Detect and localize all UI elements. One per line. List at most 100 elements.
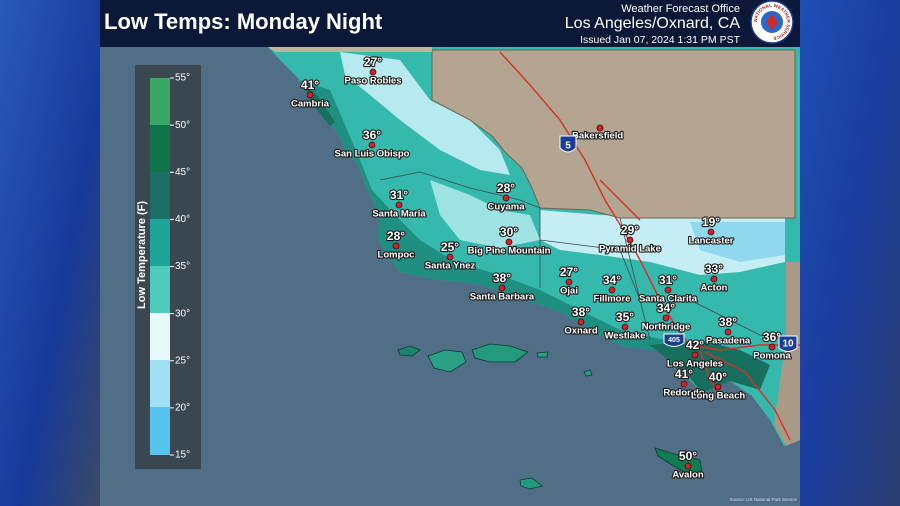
city-name: Redondo bbox=[663, 388, 704, 399]
island bbox=[519, 477, 543, 490]
city-name: Cuyama bbox=[488, 202, 526, 213]
city-temp: 50° bbox=[679, 449, 697, 463]
highway-shield bbox=[559, 135, 577, 153]
city-temp: 36° bbox=[763, 330, 781, 344]
city: 38° Santa Barbara bbox=[469, 270, 536, 304]
city-temp: 40° bbox=[709, 370, 727, 384]
highway bbox=[499, 51, 691, 346]
interior-land bbox=[774, 262, 800, 446]
county-line bbox=[379, 171, 787, 341]
city-dot bbox=[714, 383, 722, 391]
location: Los Angeles/Oxnard, CA bbox=[565, 15, 741, 32]
city: 28° Cuyama bbox=[486, 180, 526, 214]
city: 40° Long Beach bbox=[690, 369, 747, 403]
city-name: Bakersfield bbox=[572, 131, 623, 142]
highway-shield bbox=[778, 335, 798, 352]
city-temp: 25° bbox=[441, 240, 459, 254]
legend-label: 20° bbox=[175, 403, 190, 414]
city: 34° Northridge bbox=[641, 300, 692, 334]
city-dot bbox=[577, 318, 585, 326]
island bbox=[583, 369, 593, 377]
issued: Issued Jan 07, 2024 1:31 PM PST bbox=[580, 34, 741, 46]
city-name: Santa Maria bbox=[372, 209, 426, 220]
city-name: Pyramid Lake bbox=[599, 244, 661, 255]
city: 38° Pasadena bbox=[705, 314, 752, 348]
city-dot bbox=[502, 194, 510, 202]
city: 19° Lancaster bbox=[687, 214, 734, 248]
city-name: Fillmore bbox=[594, 294, 631, 305]
legend-label: 50° bbox=[175, 120, 190, 131]
city-name: Cambria bbox=[291, 99, 330, 110]
legend-label: 35° bbox=[175, 261, 190, 272]
legend-band bbox=[150, 125, 170, 172]
city-name: Westlake bbox=[604, 331, 645, 342]
city-temp: 31° bbox=[659, 273, 677, 287]
city-name: Northridge bbox=[642, 322, 691, 333]
city-dot bbox=[680, 380, 688, 388]
office: Weather Forecast Office bbox=[621, 3, 740, 15]
city-dot bbox=[621, 323, 629, 331]
city: 27° Paso Robles bbox=[343, 54, 402, 88]
legend-band bbox=[150, 266, 170, 313]
city-dot bbox=[768, 343, 776, 351]
side-background bbox=[800, 0, 900, 506]
legend-label: 30° bbox=[175, 308, 190, 319]
land-cold-zone bbox=[340, 52, 510, 175]
city-name: Avalon bbox=[672, 470, 704, 481]
city: 31° Santa Clarita bbox=[638, 272, 699, 306]
header-bar bbox=[100, 0, 800, 47]
island bbox=[536, 351, 549, 358]
city-dot bbox=[395, 201, 403, 209]
city-name: Lompoc bbox=[378, 250, 415, 261]
city-temp: 29° bbox=[621, 223, 639, 237]
city-temp: 42° bbox=[686, 338, 704, 352]
city-dot bbox=[596, 124, 604, 132]
city-temp: 36° bbox=[363, 128, 381, 142]
city-name: Paso Robles bbox=[344, 76, 401, 87]
legend-label: 40° bbox=[175, 214, 190, 225]
city-temp: 38° bbox=[572, 305, 590, 319]
city-temp: 34° bbox=[657, 301, 675, 315]
city-dot bbox=[565, 278, 573, 286]
island bbox=[397, 345, 421, 357]
city: Bakersfield bbox=[571, 124, 625, 143]
city: 36° San Luis Obispo bbox=[333, 127, 410, 161]
city-name: Big Pine Mountain bbox=[468, 246, 551, 257]
city-temp: 30° bbox=[500, 225, 518, 239]
city-name: Acton bbox=[701, 283, 728, 294]
city: 27° Ojai bbox=[559, 264, 580, 298]
city-name: Ojai bbox=[560, 286, 578, 297]
highway-number: 10 bbox=[782, 339, 794, 350]
legend-band bbox=[150, 78, 170, 125]
highway-shield bbox=[663, 333, 685, 347]
city: 30° Big Pine Mountain bbox=[466, 224, 551, 258]
city-temp: 33° bbox=[705, 262, 723, 276]
legend-label: 15° bbox=[175, 450, 190, 461]
legend-labels: 55° 50° 45° 40° 35° 30° 25° 20° 15° bbox=[170, 73, 190, 461]
city-name: Lancaster bbox=[689, 236, 734, 247]
city-temp: 19° bbox=[702, 215, 720, 229]
city: 33° Acton bbox=[699, 261, 728, 295]
city-dot bbox=[626, 236, 634, 244]
city-dot bbox=[368, 141, 376, 149]
source: Source: US National Park Service bbox=[729, 497, 797, 502]
city-name: San Luis Obispo bbox=[335, 149, 410, 160]
land-cold-zone bbox=[430, 180, 540, 248]
legend-title: Low Temperature (F) bbox=[136, 201, 148, 309]
legend-label: 25° bbox=[175, 355, 190, 366]
city-temp: 38° bbox=[493, 271, 511, 285]
legend-band bbox=[150, 172, 170, 219]
city-dot bbox=[608, 286, 616, 294]
legend-label: 55° bbox=[175, 73, 190, 84]
city: 41° Cambria bbox=[290, 77, 331, 111]
city-dot bbox=[369, 68, 377, 76]
city-name: Pomona bbox=[753, 351, 791, 362]
city: 25° Santa Ynez bbox=[424, 239, 477, 273]
city: 38° Oxnard bbox=[563, 304, 599, 338]
city-dot bbox=[707, 228, 715, 236]
island bbox=[427, 349, 467, 373]
city-temp: 34° bbox=[603, 273, 621, 287]
city: 31° Santa Maria bbox=[371, 187, 427, 221]
city-dot bbox=[664, 286, 672, 294]
